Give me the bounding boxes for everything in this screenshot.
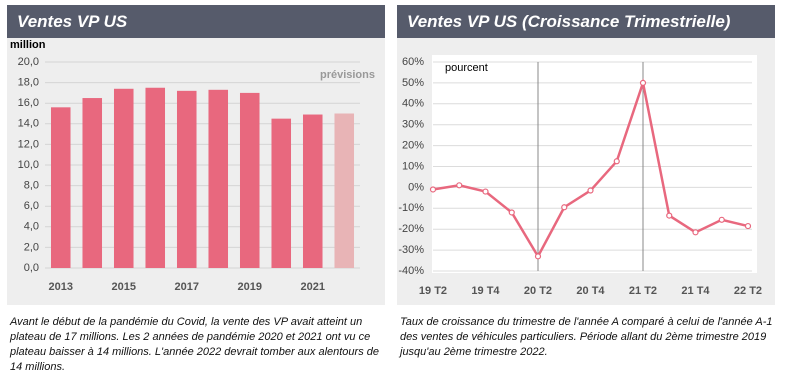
y-tick-label: 0,0 xyxy=(24,262,39,274)
y-tick-label: 20,0 xyxy=(18,56,39,68)
y-tick-label: 2,0 xyxy=(24,241,39,253)
panel: Ventes VP US million prévisions 0,0 2,0 4,0 6… xyxy=(7,5,385,375)
x-tick-label: 21 T4 xyxy=(681,285,710,297)
y-tick-label: 10% xyxy=(402,160,424,172)
y-tick-label: -40% xyxy=(398,265,424,277)
x-tick-label: 20 T4 xyxy=(576,285,605,297)
x-tick-label: 19 T4 xyxy=(471,285,500,297)
x-tick-label: 2021 xyxy=(301,281,325,293)
x-tick-label: 20 T2 xyxy=(524,285,552,297)
bar xyxy=(302,114,323,268)
caption: Avant le début de la pandémie du Covid, … xyxy=(10,316,379,373)
panel-title: Ventes VP US (Croissance Trimestrielle) xyxy=(397,5,775,38)
panel-title: Ventes VP US xyxy=(7,5,385,38)
y-axis-label: pourcent xyxy=(445,62,488,74)
bar xyxy=(145,87,166,268)
panel: Ventes VP US (Croissance Trimestrielle) … xyxy=(397,5,775,360)
bar xyxy=(113,88,134,268)
y-tick-label: 14,0 xyxy=(18,118,39,130)
y-tick-label: 8,0 xyxy=(24,180,39,192)
y-axis-label: million xyxy=(10,39,46,51)
plot-area xyxy=(432,55,757,273)
y-tick-label: 40% xyxy=(402,98,424,110)
y-tick-label: 18,0 xyxy=(18,77,39,89)
marker xyxy=(534,253,542,260)
y-tick-label: 10,0 xyxy=(18,159,39,171)
x-tick-label: 21 T2 xyxy=(629,285,657,297)
x-tick-label: 2013 xyxy=(49,281,73,293)
annotation: prévisions xyxy=(320,69,375,81)
y-tick-label: 30% xyxy=(402,119,424,131)
marker xyxy=(639,79,647,87)
marker xyxy=(718,216,725,223)
x-tick-label: 2015 xyxy=(112,281,136,293)
bar xyxy=(334,113,355,268)
marker xyxy=(508,209,515,216)
x-tick-label: 19 T2 xyxy=(419,285,447,297)
bar xyxy=(239,92,260,269)
y-tick-label: 50% xyxy=(402,77,424,89)
chart: -40% -30% -20% -10% 0% 10% 20% 30% 40% 50% 60% 19 T… xyxy=(397,38,775,305)
y-tick-label: 16,0 xyxy=(18,97,39,109)
y-tick-label: -10% xyxy=(398,202,424,214)
marker xyxy=(561,204,568,211)
y-tick-label: -30% xyxy=(398,244,424,256)
bar xyxy=(176,90,197,268)
y-tick-label: 20% xyxy=(402,140,424,152)
marker xyxy=(666,212,673,219)
caption: Taux de croissance du trimestre de l'ann… xyxy=(400,316,773,358)
x-tick-label: 22 T2 xyxy=(734,285,762,297)
x-tick-label: 2019 xyxy=(238,281,262,293)
bar xyxy=(50,107,71,268)
marker xyxy=(587,187,594,194)
y-tick-label: 6,0 xyxy=(24,200,39,212)
marker xyxy=(692,229,699,236)
y-tick-label: 0% xyxy=(408,181,424,193)
bar xyxy=(208,89,229,268)
y-tick-label: 60% xyxy=(402,56,424,68)
marker xyxy=(456,182,463,189)
bar xyxy=(271,118,292,269)
y-tick-label: 12,0 xyxy=(18,138,39,150)
bar xyxy=(82,98,103,268)
marker xyxy=(744,222,752,230)
chart: million prévisions 0,0 2,0 4,0 6,0 8,0 10,0 12,0… xyxy=(7,38,385,305)
marker xyxy=(429,186,437,193)
y-tick-label: 4,0 xyxy=(24,221,39,233)
marker xyxy=(482,188,489,195)
x-tick-label: 2017 xyxy=(175,281,199,293)
y-tick-label: -20% xyxy=(398,223,424,235)
marker xyxy=(613,158,620,165)
